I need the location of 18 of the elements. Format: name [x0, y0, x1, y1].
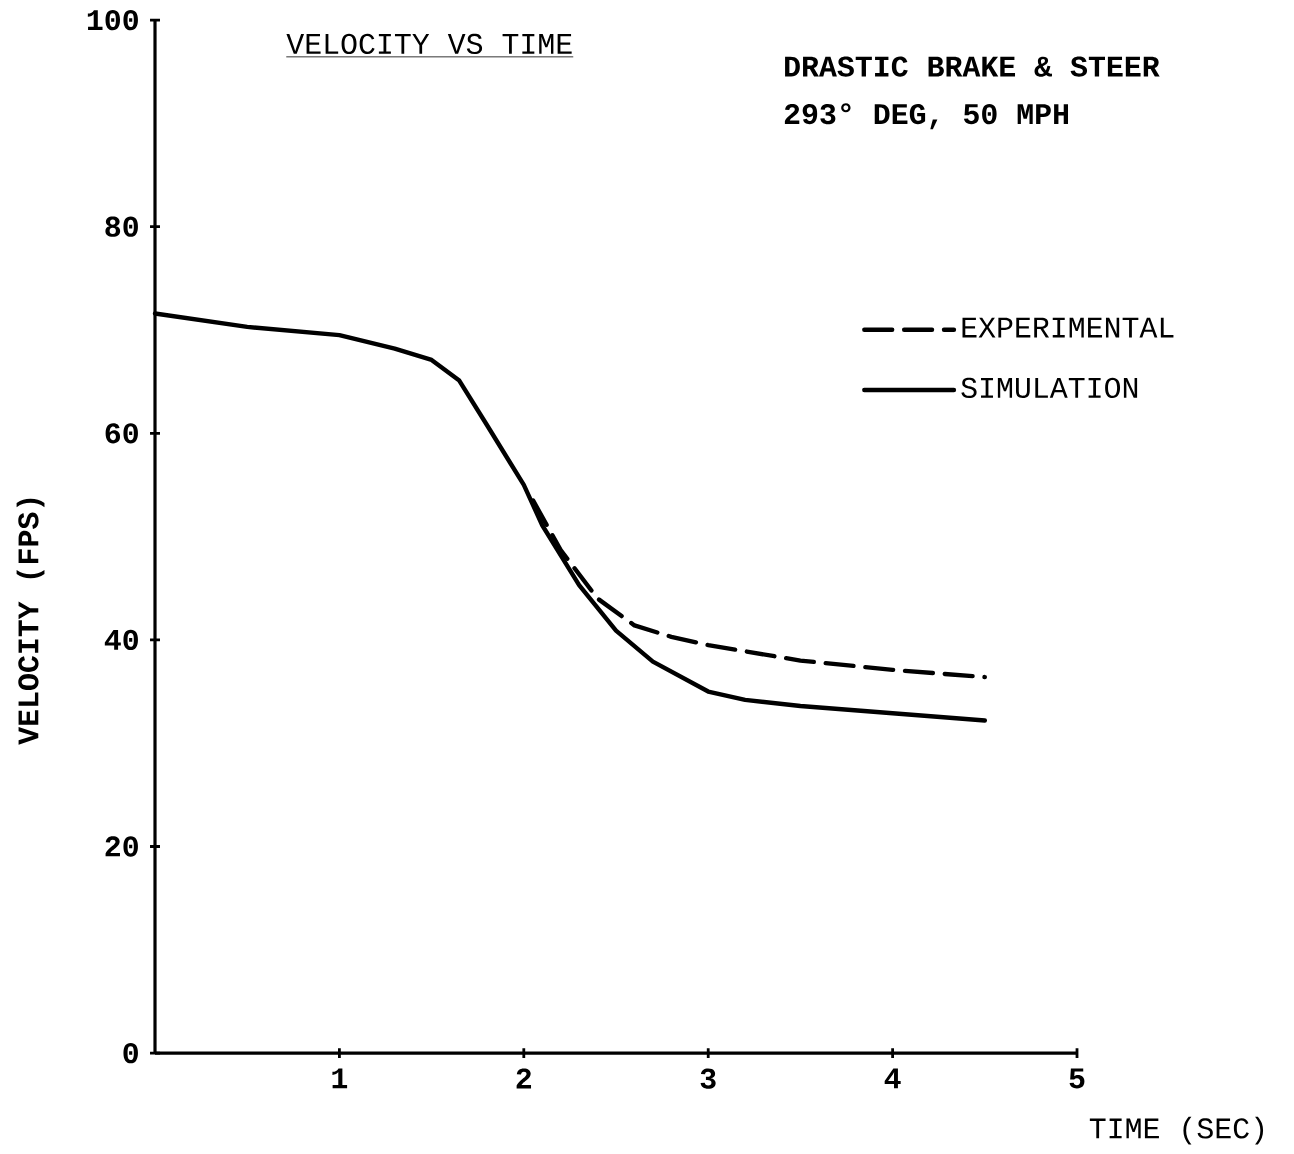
y-tick-label: 100	[87, 9, 138, 30]
y-tick-label: 80	[105, 216, 138, 237]
y-tick-label: 20	[105, 836, 138, 857]
y-tick-label: 40	[104, 629, 138, 650]
annotation: DRASTIC BRAKE & STEER	[785, 56, 1160, 77]
x-tick-label: 3	[700, 1068, 716, 1089]
x-tick-label: 2	[516, 1068, 532, 1089]
y-axis-title: VELOCITY (FPS)	[16, 498, 45, 745]
x-axis-title: TIME (SEC)	[1089, 1116, 1264, 1145]
chart-title: VELOCITY VS TIME	[286, 33, 572, 54]
x-tick-label: 4	[884, 1068, 901, 1088]
y-tick-label: 0	[123, 1042, 138, 1063]
legend-label: EXPERIMENTAL	[962, 317, 1174, 338]
y-tick-label: 60	[105, 422, 138, 444]
annotation: 293° DEG, 50 MPH	[784, 102, 1069, 129]
legend-label: SIMULATION	[961, 377, 1138, 398]
x-tick-label: 5	[1069, 1068, 1085, 1089]
x-tick-label: 1	[332, 1068, 348, 1088]
